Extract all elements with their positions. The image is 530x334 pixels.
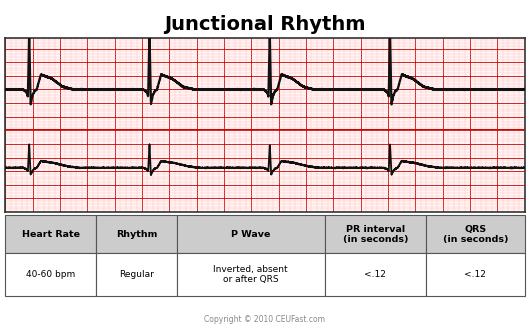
Bar: [96, 215, 176, 253]
Bar: [5, 215, 96, 253]
Bar: [426, 215, 525, 253]
Text: <.12: <.12: [464, 270, 487, 279]
Text: <.12: <.12: [365, 270, 386, 279]
Text: Copyright © 2010 CEUFast.com: Copyright © 2010 CEUFast.com: [205, 315, 325, 324]
Bar: [426, 253, 525, 296]
Text: Heart Rate: Heart Rate: [22, 230, 80, 239]
Bar: [325, 215, 426, 253]
Bar: [325, 253, 426, 296]
Text: 40-60 bpm: 40-60 bpm: [26, 270, 75, 279]
Bar: [96, 253, 176, 296]
Text: P Wave: P Wave: [231, 230, 270, 239]
Text: PR interval
(in seconds): PR interval (in seconds): [342, 224, 408, 244]
Text: Junctional Rhythm: Junctional Rhythm: [164, 15, 366, 34]
Text: Rhythm: Rhythm: [116, 230, 157, 239]
Bar: [5, 253, 96, 296]
Bar: [176, 215, 325, 253]
Text: QRS
(in seconds): QRS (in seconds): [443, 224, 508, 244]
Text: Regular: Regular: [119, 270, 154, 279]
Bar: [176, 253, 325, 296]
Text: Inverted, absent
or after QRS: Inverted, absent or after QRS: [214, 265, 288, 284]
